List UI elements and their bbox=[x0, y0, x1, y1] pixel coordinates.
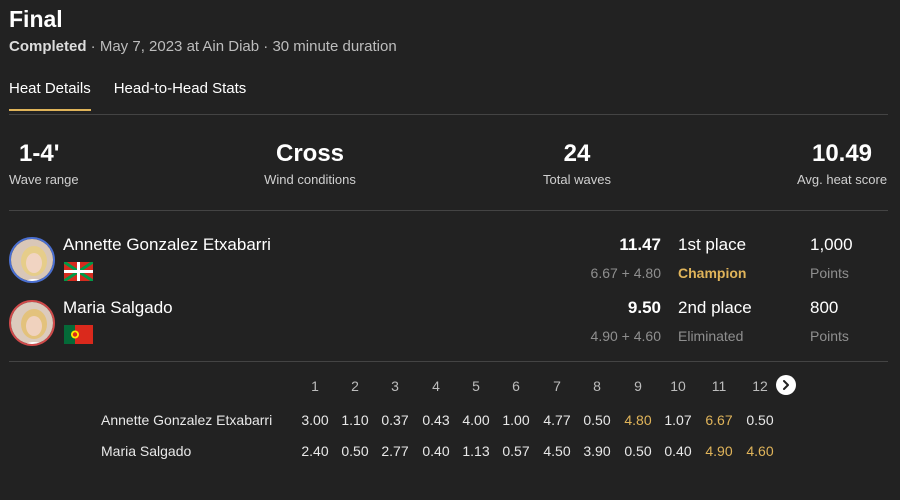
points-value: 800 bbox=[810, 298, 839, 317]
tab-heat-details[interactable]: Heat Details bbox=[9, 80, 91, 111]
wave-score-cell: 6.67 bbox=[705, 412, 733, 428]
wave-score-cell: 0.50 bbox=[583, 412, 611, 428]
wave-score-cell: 1.07 bbox=[664, 412, 692, 428]
tabs-divider bbox=[9, 114, 888, 115]
tab-head-to-head-stats[interactable]: Head-to-Head Stats bbox=[113, 80, 247, 97]
athlete-row[interactable]: Annette Gonzalez Etxabarri 11.47 6.67 + … bbox=[9, 235, 888, 293]
stat-wave-range: 1-4' Wave range bbox=[9, 140, 79, 187]
tab-bar: Heat Details Head-to-Head Stats bbox=[9, 80, 246, 111]
chevron-right-icon bbox=[783, 380, 789, 390]
stat-label: Total waves bbox=[543, 172, 611, 187]
counting-waves: 4.90 + 4.60 bbox=[590, 328, 661, 344]
wave-number-header: 11 bbox=[711, 378, 727, 394]
wave-score-cell: 4.80 bbox=[624, 412, 652, 428]
wave-score-cell: 1.13 bbox=[462, 443, 490, 459]
result-badge: Eliminated bbox=[678, 328, 744, 344]
wave-score-cell: 1.00 bbox=[502, 412, 530, 428]
stat-label: Wave range bbox=[9, 172, 79, 187]
avatar[interactable] bbox=[9, 300, 55, 346]
wave-score-cell: 0.50 bbox=[624, 443, 652, 459]
wave-score-cell: 2.40 bbox=[301, 443, 329, 459]
wave-score-cell: 0.50 bbox=[746, 412, 774, 428]
heat-details-text: · May 7, 2023 at Ain Diab · 30 minute du… bbox=[86, 38, 397, 55]
portugal-flag-icon bbox=[64, 325, 93, 344]
wave-number-header: 4 bbox=[432, 378, 440, 394]
wave-score-cell: 3.00 bbox=[301, 412, 329, 428]
stats-divider bbox=[9, 210, 888, 211]
stat-wind-conditions: Cross Wind conditions bbox=[250, 140, 370, 187]
avatar[interactable] bbox=[9, 237, 55, 283]
heat-score: 9.50 bbox=[627, 298, 661, 317]
stat-value: 24 bbox=[563, 140, 591, 167]
athletes-divider bbox=[9, 361, 888, 362]
wave-number-header: 5 bbox=[472, 378, 480, 394]
wave-score-cell: 4.60 bbox=[746, 443, 774, 459]
wave-number-header: 2 bbox=[351, 378, 359, 394]
wave-row-athlete-name: Maria Salgado bbox=[101, 443, 192, 459]
wave-number-header: 10 bbox=[670, 378, 686, 394]
wave-score-cell: 0.50 bbox=[341, 443, 369, 459]
placing: 1st place bbox=[678, 235, 747, 254]
wave-number-header: 8 bbox=[593, 378, 601, 394]
wave-score-cell: 0.57 bbox=[502, 443, 530, 459]
wave-score-cell: 0.37 bbox=[381, 412, 409, 428]
heat-subtitle: Completed · May 7, 2023 at Ain Diab · 30… bbox=[9, 38, 397, 55]
wave-number-header: 3 bbox=[391, 378, 399, 394]
wave-score-cell: 0.40 bbox=[422, 443, 450, 459]
athlete-name[interactable]: Maria Salgado bbox=[63, 298, 173, 317]
wave-number-header: 12 bbox=[752, 378, 768, 394]
wave-number-header: 9 bbox=[634, 378, 642, 394]
athlete-name[interactable]: Annette Gonzalez Etxabarri bbox=[63, 235, 271, 254]
heat-score: 11.47 bbox=[619, 235, 661, 254]
page-title: Final bbox=[9, 6, 63, 32]
wave-score-cell: 4.50 bbox=[543, 443, 571, 459]
wave-score-cell: 2.77 bbox=[381, 443, 409, 459]
wave-number-header: 6 bbox=[512, 378, 520, 394]
wave-number-header: 7 bbox=[553, 378, 561, 394]
wave-score-cell: 3.90 bbox=[583, 443, 611, 459]
wave-score-cell: 0.40 bbox=[664, 443, 692, 459]
stat-value: Cross bbox=[275, 140, 345, 167]
wave-row-athlete-name: Annette Gonzalez Etxabarri bbox=[101, 412, 273, 428]
wave-score-cell: 4.77 bbox=[543, 412, 571, 428]
result-badge: Champion bbox=[678, 265, 747, 281]
points-label: Points bbox=[810, 265, 849, 281]
wave-score-cell: 0.43 bbox=[422, 412, 450, 428]
wave-score-cell: 1.10 bbox=[341, 412, 369, 428]
stat-label: Avg. heat score bbox=[796, 172, 888, 187]
stat-total-waves: 24 Total waves bbox=[527, 140, 627, 187]
next-waves-button[interactable] bbox=[776, 375, 796, 395]
basque-flag-icon bbox=[63, 260, 94, 283]
stat-value: 1-4' bbox=[19, 140, 60, 167]
counting-waves: 6.67 + 4.80 bbox=[590, 265, 661, 281]
status-label: Completed bbox=[9, 38, 87, 55]
wave-score-cell: 4.00 bbox=[462, 412, 490, 428]
points-label: Points bbox=[810, 328, 849, 344]
stat-value: 10.49 bbox=[811, 140, 873, 167]
stat-avg-heat-score: 10.49 Avg. heat score bbox=[790, 140, 894, 187]
wave-score-cell: 4.90 bbox=[705, 443, 733, 459]
points-value: 1,000 bbox=[810, 235, 853, 254]
athlete-row[interactable]: Maria Salgado 9.50 4.90 + 4.60 2nd place… bbox=[9, 298, 888, 356]
wave-number-header: 1 bbox=[311, 378, 319, 394]
stat-label: Wind conditions bbox=[264, 172, 356, 187]
placing: 2nd place bbox=[678, 298, 752, 317]
